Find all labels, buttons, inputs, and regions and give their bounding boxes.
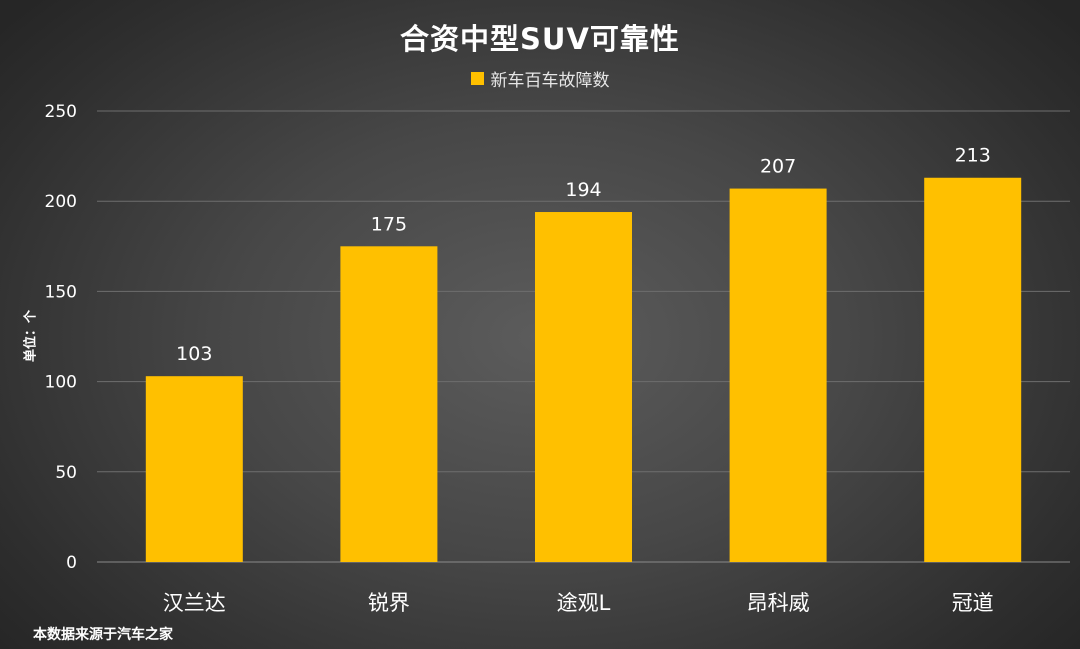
x-tick-label: 汉兰达 xyxy=(163,591,226,615)
x-tick-label: 冠道 xyxy=(952,591,994,615)
chart-legend: 新车百车故障数 xyxy=(0,66,1080,91)
y-tick-label: 0 xyxy=(66,553,77,573)
x-tick-label: 昂科威 xyxy=(747,591,810,615)
y-tick-label: 250 xyxy=(45,102,77,122)
legend-label: 新车百车故障数 xyxy=(490,71,610,91)
y-tick-label: 150 xyxy=(45,282,77,302)
data-label: 194 xyxy=(565,179,601,201)
data-label: 103 xyxy=(176,343,212,365)
bar xyxy=(729,188,827,562)
data-label: 175 xyxy=(371,213,407,235)
chart-title: 合资中型SUV可靠性 xyxy=(400,22,680,56)
data-label: 207 xyxy=(760,156,796,178)
bar xyxy=(535,212,632,563)
source-note: 本数据来源于汽车之家 xyxy=(33,627,173,643)
bar xyxy=(924,177,1022,563)
y-tick-label: 100 xyxy=(45,373,77,393)
legend-swatch xyxy=(470,72,484,85)
bar xyxy=(340,246,438,563)
bar xyxy=(145,376,243,562)
x-tick-label: 途观L xyxy=(557,591,611,615)
y-tick-label: 50 xyxy=(55,463,77,483)
y-tick-label: 200 xyxy=(45,192,77,212)
data-label: 213 xyxy=(955,145,991,167)
x-tick-label: 锐界 xyxy=(368,591,410,615)
